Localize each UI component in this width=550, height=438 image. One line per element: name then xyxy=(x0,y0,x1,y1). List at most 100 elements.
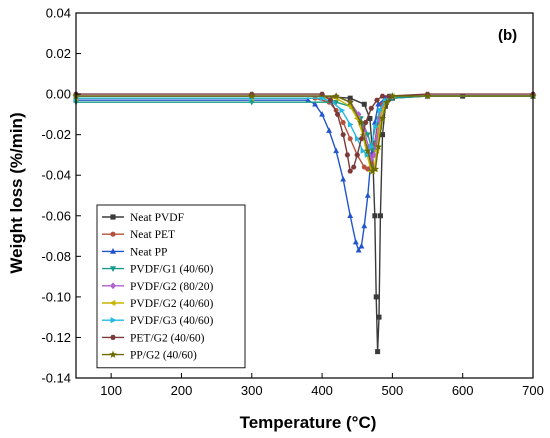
data-point xyxy=(373,294,379,300)
data-point xyxy=(364,146,372,155)
data-point xyxy=(383,98,391,106)
data-point xyxy=(248,92,256,100)
y-axis-title: Weight loss (%/min) xyxy=(7,112,26,273)
x-tick-label: 300 xyxy=(241,383,263,398)
data-point xyxy=(347,212,354,219)
data-point xyxy=(360,147,367,154)
data-point xyxy=(388,92,397,100)
x-tick-label: 400 xyxy=(311,383,333,398)
legend-item: Neat PET xyxy=(102,229,175,241)
data-point xyxy=(364,152,371,158)
data-point xyxy=(357,118,365,126)
data-point xyxy=(371,165,380,173)
data-point xyxy=(362,120,369,125)
data-point xyxy=(378,114,387,122)
legend-marker xyxy=(109,266,117,273)
data-point xyxy=(340,120,346,126)
y-tick-label: 0.02 xyxy=(46,46,71,61)
series-line xyxy=(76,95,533,156)
plot-frame xyxy=(75,12,534,379)
data-point xyxy=(377,213,383,219)
data-point xyxy=(333,147,340,154)
series-6 xyxy=(73,93,537,158)
data-point xyxy=(339,107,346,114)
legend-label: Neat PP xyxy=(130,246,167,258)
legend-marker xyxy=(109,247,117,254)
legend-label: PVDF/G1 (40/60) xyxy=(130,264,214,276)
legend-item: PET/G2 (40/60) xyxy=(102,332,205,344)
series-line xyxy=(76,95,533,172)
data-point xyxy=(340,175,347,182)
data-point xyxy=(361,101,367,107)
data-point xyxy=(346,98,354,106)
data-point xyxy=(327,97,334,103)
data-point xyxy=(379,93,386,99)
legend-marker xyxy=(110,282,116,290)
data-point xyxy=(347,136,353,142)
series-3 xyxy=(73,93,536,155)
data-point xyxy=(423,92,432,100)
data-point xyxy=(347,121,354,128)
y-tick-label: -0.08 xyxy=(41,249,71,264)
data-point xyxy=(347,168,353,174)
legend-item: Neat PP xyxy=(102,246,167,258)
y-tick-label: -0.02 xyxy=(41,127,71,142)
data-point xyxy=(375,100,382,107)
x-tick-label: 500 xyxy=(382,383,404,398)
series-line xyxy=(76,93,533,172)
x-axis-title: Temperature (°C) xyxy=(240,413,377,432)
data-point xyxy=(369,143,375,150)
y-tick-label: -0.12 xyxy=(41,330,71,345)
legend-item: Neat PVDF xyxy=(102,212,184,224)
series-5 xyxy=(72,93,536,175)
legend-label: PVDF/G2 (40/60) xyxy=(130,298,214,310)
legend-label: PP/G2 (40/60) xyxy=(130,350,197,362)
data-point xyxy=(364,132,371,138)
legend-label: PET/G2 (40/60) xyxy=(130,332,205,344)
data-point xyxy=(334,111,341,117)
data-point xyxy=(373,123,379,130)
data-point xyxy=(354,135,361,142)
data-point xyxy=(350,164,357,170)
y-tick-label: -0.04 xyxy=(41,168,71,183)
data-point xyxy=(374,142,383,150)
series-line xyxy=(76,95,533,152)
data-point xyxy=(248,99,255,106)
x-tick-label: 600 xyxy=(452,383,474,398)
data-point xyxy=(372,213,378,219)
data-point xyxy=(326,127,333,133)
series-line xyxy=(76,95,533,172)
data-point xyxy=(358,242,365,249)
y-tick-label: 0.00 xyxy=(46,87,71,102)
data-point xyxy=(319,95,326,102)
legend-item: PVDF/G1 (40/60) xyxy=(102,264,214,276)
legend-marker xyxy=(110,334,116,340)
data-point xyxy=(374,97,380,103)
data-point xyxy=(364,192,371,198)
data-point xyxy=(352,238,359,245)
legend-marker xyxy=(109,299,116,307)
legend-label: Neat PET xyxy=(130,229,175,241)
data-point xyxy=(332,92,340,100)
legend-label: PVDF/G2 (80/20) xyxy=(130,281,214,293)
x-tick-label: 100 xyxy=(100,383,122,398)
legend-item: PP/G2 (40/60) xyxy=(102,350,197,362)
data-point xyxy=(312,100,318,107)
panel-label: (b) xyxy=(498,27,517,44)
data-point xyxy=(340,132,346,138)
series-7 xyxy=(73,91,536,174)
legend-marker xyxy=(109,350,117,358)
data-point xyxy=(361,222,368,229)
legend-marker xyxy=(110,231,116,237)
legend-label: Neat PVDF xyxy=(130,212,184,224)
series-8 xyxy=(72,92,537,175)
data-point xyxy=(376,314,382,320)
x-tick-label: 200 xyxy=(171,383,193,398)
data-point xyxy=(377,107,384,114)
legend-item: PVDF/G2 (80/20) xyxy=(102,281,214,293)
plot-area xyxy=(72,91,537,355)
legend-label: PVDF/G3 (40/60) xyxy=(130,315,214,327)
y-tick-label: -0.06 xyxy=(41,208,71,223)
x-tick-label: 700 xyxy=(522,383,544,398)
